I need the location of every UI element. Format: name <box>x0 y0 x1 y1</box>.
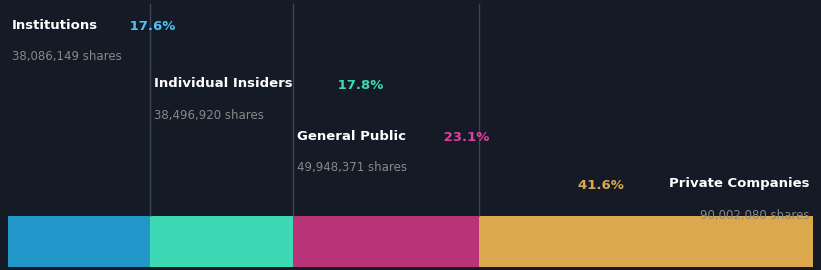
Text: 17.8%: 17.8% <box>333 79 383 92</box>
Text: 90,002,080 shares: 90,002,080 shares <box>700 209 810 222</box>
Text: 17.6%: 17.6% <box>125 20 176 33</box>
Text: 23.1%: 23.1% <box>438 131 489 144</box>
Text: 49,948,371 shares: 49,948,371 shares <box>297 161 407 174</box>
Text: 38,496,920 shares: 38,496,920 shares <box>154 109 264 122</box>
Text: Individual Insiders: Individual Insiders <box>154 77 292 90</box>
Text: 38,086,149 shares: 38,086,149 shares <box>12 50 122 63</box>
Bar <box>293 216 479 267</box>
Text: Institutions: Institutions <box>12 19 99 32</box>
Text: Private Companies: Private Companies <box>669 177 810 190</box>
Bar <box>479 216 814 267</box>
Bar <box>149 216 293 267</box>
Bar <box>8 216 149 267</box>
Text: 41.6%: 41.6% <box>578 179 628 192</box>
Text: General Public: General Public <box>297 130 406 143</box>
